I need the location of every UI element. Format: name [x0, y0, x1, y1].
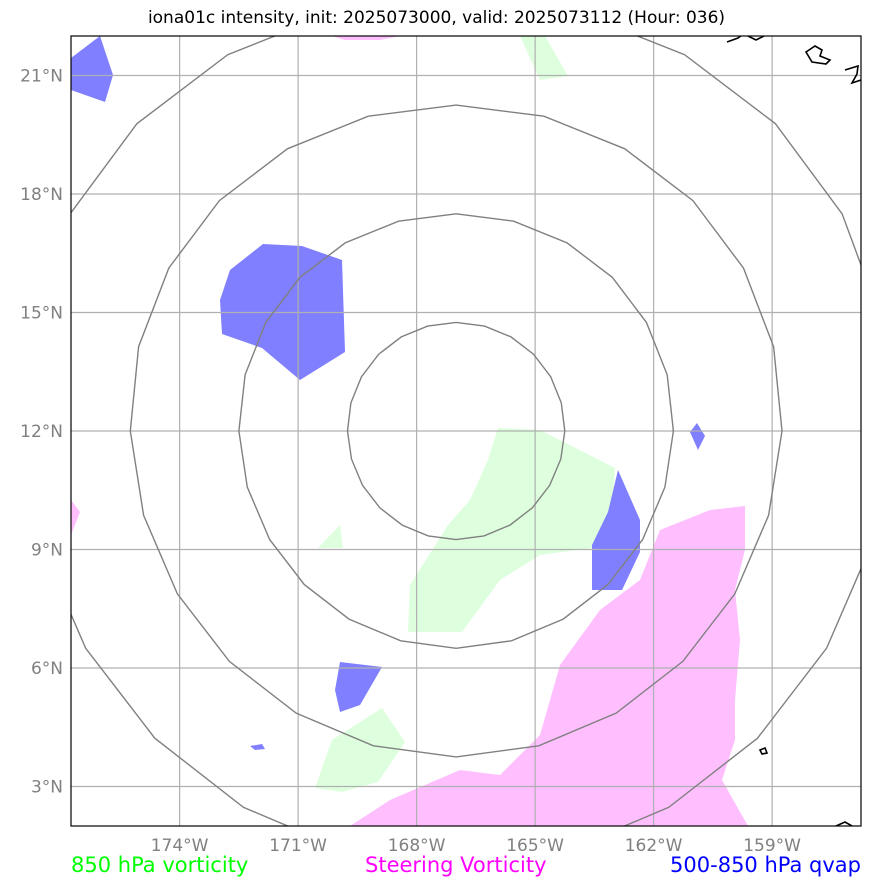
qvap-region [690, 423, 705, 450]
range-rings [71, 36, 861, 826]
longitude-tick-label: 168°W [388, 836, 446, 856]
steering-vorticity-regions [71, 36, 748, 826]
range-ring [71, 36, 861, 826]
range-ring [238, 213, 675, 650]
longitude-tick-labels: 174°W 171°W 168°W 165°W 162°W 159°W [151, 836, 801, 856]
steering-vorticity-region [71, 500, 80, 535]
latitude-tick-label: 6°N [31, 659, 63, 679]
plot-frame [70, 35, 862, 827]
latitude-tick-label: 12°N [20, 422, 63, 442]
island-coastline [804, 45, 832, 65]
legend-qvap: 500-850 hPa qvap [670, 853, 861, 877]
longitude-tick-label: 171°W [269, 836, 327, 856]
range-ring [129, 104, 783, 758]
island-coastline [835, 821, 853, 826]
longitude-tick-label: 174°W [151, 836, 209, 856]
qvap-region [592, 470, 640, 590]
vorticity-850-region [520, 36, 568, 80]
vorticity-850-region [315, 708, 405, 792]
longitude-tick-label: 159°W [743, 836, 801, 856]
latitude-tick-label: 3°N [31, 778, 63, 798]
vorticity-850-region [318, 525, 343, 548]
coastlines [726, 36, 861, 826]
map-title: iona01c intensity, init: 2025073000, val… [147, 8, 726, 28]
longitude-tick-label: 162°W [625, 836, 683, 856]
island-coastline [747, 36, 765, 41]
island-coastline [844, 64, 861, 85]
qvap-region [71, 36, 113, 102]
range-ring [346, 321, 566, 541]
island-coastline [726, 36, 742, 43]
latitude-tick-label: 15°N [20, 304, 63, 324]
latitude-tick-labels: 3°N 6°N 9°N 12°N 15°N 18°N 21°N [20, 67, 63, 798]
qvap-region [335, 662, 382, 712]
latitude-tick-label: 21°N [20, 67, 63, 87]
latitude-tick-label: 18°N [20, 185, 63, 205]
gridlines [71, 36, 861, 826]
legend-850hpa-vorticity: 850 hPa vorticity [71, 853, 249, 877]
longitude-tick-label: 165°W [506, 836, 564, 856]
island-coastline [758, 746, 769, 755]
steering-vorticity-region [350, 506, 748, 826]
legend-steering-vorticity: Steering Vorticity [365, 853, 547, 877]
latitude-tick-label: 9°N [31, 541, 63, 561]
vorticity-850-regions [315, 36, 615, 792]
steering-vorticity-region [332, 36, 400, 40]
qvap-region [250, 744, 265, 750]
vorticity-850-region [408, 428, 615, 632]
